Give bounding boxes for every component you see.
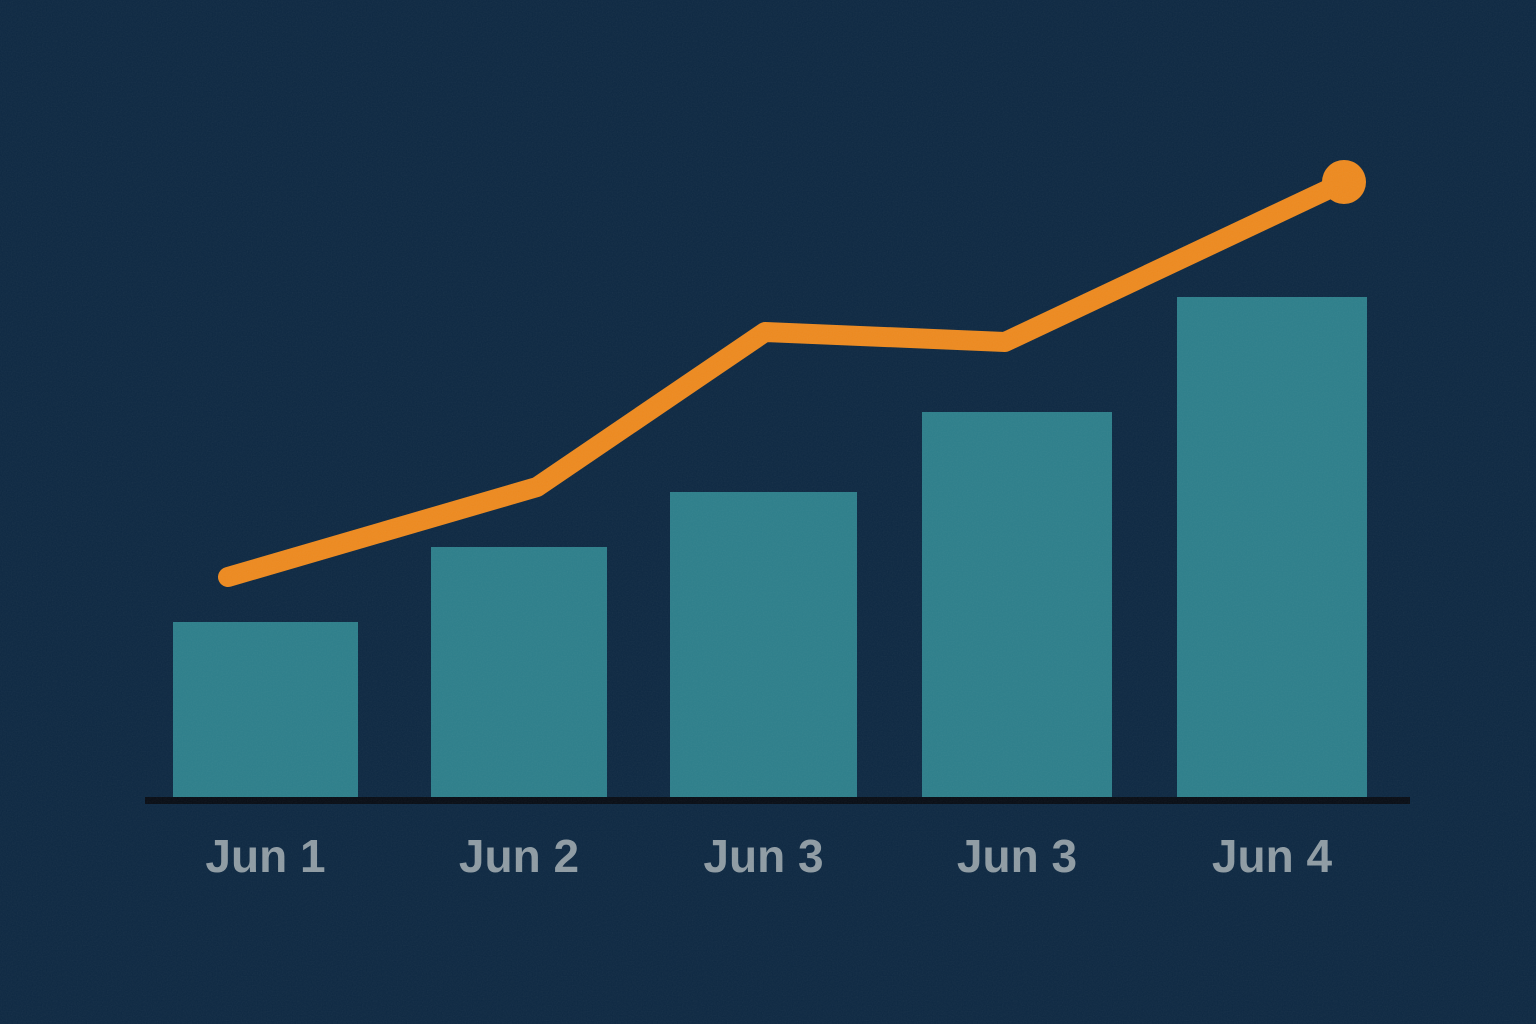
grain-texture-overlay <box>0 0 1536 1024</box>
trend-bar-chart-illustration: Jun 1 Jun 2 Jun 3 Jun 3 Jun 4 <box>0 0 1536 1024</box>
chart-canvas: Jun 1 Jun 2 Jun 3 Jun 3 Jun 4 <box>0 0 1536 1024</box>
